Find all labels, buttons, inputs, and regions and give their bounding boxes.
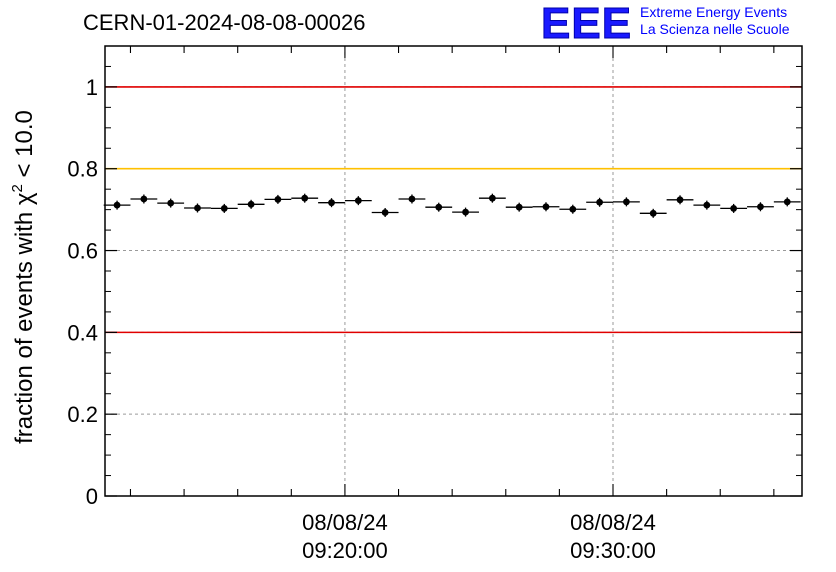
data-point-marker <box>569 205 577 213</box>
data-point-marker <box>247 200 255 208</box>
y-tick-label: 0.4 <box>67 320 98 345</box>
data-point <box>291 193 319 203</box>
data-point <box>586 197 614 207</box>
data-point-marker <box>462 208 469 216</box>
data-point-marker <box>515 203 523 211</box>
data-point-marker <box>435 203 443 211</box>
logo-line-1: Extreme Energy Events <box>640 4 788 20</box>
data-point-marker <box>488 194 496 202</box>
data-point <box>505 202 533 212</box>
data-point-marker <box>730 205 738 212</box>
data-point-marker <box>783 198 791 206</box>
data-point-marker <box>649 209 657 217</box>
data-point <box>747 202 774 212</box>
y-axis-label: fraction of events with χ2 < 10.0 <box>9 110 38 444</box>
y-tick-label: 0.6 <box>67 239 98 264</box>
reference-lines <box>105 86 802 334</box>
data-point-marker <box>596 198 604 206</box>
x-tick-label: 08/08/24 <box>302 510 388 535</box>
data-point <box>210 203 238 213</box>
data-point <box>532 202 560 212</box>
data-point <box>237 199 265 209</box>
data-point <box>720 203 748 213</box>
x-tick-label: 08/08/24 <box>570 510 656 535</box>
data-point-marker <box>703 201 711 209</box>
data-point-marker <box>623 198 630 206</box>
data-point <box>425 202 453 212</box>
data-point <box>264 194 292 204</box>
data-point <box>157 198 185 208</box>
data-point-marker <box>328 199 335 207</box>
y-tick-label: 0.2 <box>67 402 98 427</box>
data-point <box>318 198 345 208</box>
y-tick-label: 0 <box>86 484 98 509</box>
data-points <box>103 193 801 218</box>
data-point-marker <box>194 204 201 212</box>
data-point <box>478 193 506 203</box>
axis-ticks <box>105 45 802 497</box>
y-tick-label: 0.8 <box>67 157 98 182</box>
data-point-marker <box>757 203 764 211</box>
data-point <box>666 195 694 205</box>
data-point-marker <box>113 201 121 209</box>
data-point-marker <box>381 209 389 216</box>
axis-labels: 0 0.2 0.4 0.6 0.8 1 08/08/24 09:20:00 08/08/24 09… <box>67 75 655 563</box>
y-tick-label: 1 <box>86 75 98 100</box>
eee-logo: EEE Extreme Energy Events La Scienza nel… <box>540 0 789 48</box>
plot-frame <box>104 45 803 497</box>
data-point <box>613 197 640 207</box>
data-point-marker <box>220 205 228 212</box>
data-point <box>773 197 801 207</box>
data-point <box>398 194 426 204</box>
data-point <box>559 204 587 214</box>
logo-text: Extreme Energy Events La Scienza nelle S… <box>640 4 789 38</box>
data-point <box>693 200 721 210</box>
data-point-marker <box>167 199 175 207</box>
data-point-marker <box>274 196 282 203</box>
data-point <box>103 200 131 210</box>
data-point-marker <box>542 203 550 211</box>
chart-title: CERN-01-2024-08-08-00026 <box>83 10 366 35</box>
data-point <box>452 207 479 217</box>
data-point-marker <box>301 194 309 202</box>
logo-line-2: La Scienza nelle Scuole <box>640 21 790 37</box>
x-tick-label: 09:30:00 <box>570 538 656 563</box>
data-point-marker <box>408 195 416 203</box>
data-point <box>184 203 211 213</box>
x-tick-label: 09:20:00 <box>302 538 388 563</box>
grid <box>105 46 802 496</box>
data-point <box>130 194 158 204</box>
data-point-marker <box>354 197 362 205</box>
data-point-marker <box>676 196 684 204</box>
data-point-marker <box>140 195 148 203</box>
logo-mark: EEE <box>540 0 633 48</box>
data-point <box>344 196 372 206</box>
data-point <box>371 208 399 217</box>
data-point <box>639 208 667 218</box>
